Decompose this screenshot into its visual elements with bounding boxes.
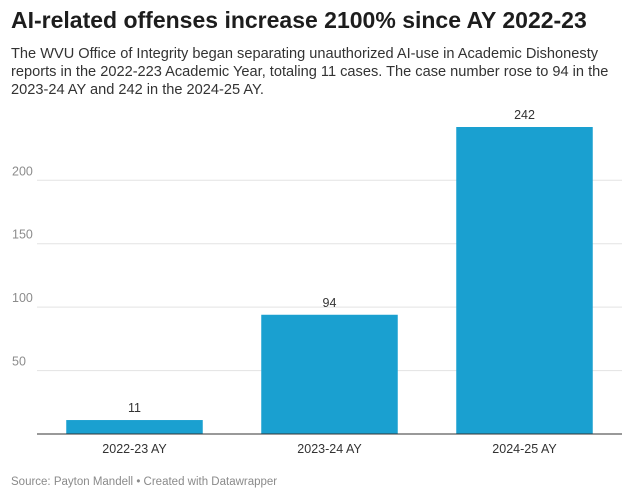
source-text: Source: Payton Mandell [11, 476, 134, 488]
datawrapper-credit: Created with Datawrapper [143, 476, 278, 488]
y-tick-label: 200 [12, 164, 33, 178]
y-tick-label: 100 [12, 291, 33, 305]
footer-separator: • [136, 476, 141, 488]
y-tick-label: 150 [12, 228, 33, 242]
bar [66, 420, 203, 434]
chart-footer: Source: Payton Mandell • Created with Da… [11, 475, 277, 489]
y-tick-label: 50 [12, 355, 26, 369]
x-category-label: 2022-23 AY [102, 442, 167, 456]
bar-chart: 50 100 150 200 11 2022-23 AY 94 2023-24 AY 242 20… [12, 108, 622, 456]
bar [456, 127, 593, 434]
x-category-label: 2023-24 AY [297, 442, 362, 456]
bar-value-label: 94 [323, 296, 337, 310]
x-category-label: 2024-25 AY [492, 442, 557, 456]
bar-value-label: 242 [514, 108, 535, 122]
chart-description: The WVU Office of Integrity began separa… [11, 46, 609, 98]
chart-title: AI-related offenses increase 2100% since… [11, 7, 587, 33]
bar [261, 314, 398, 434]
bar-value-label: 11 [128, 401, 141, 415]
